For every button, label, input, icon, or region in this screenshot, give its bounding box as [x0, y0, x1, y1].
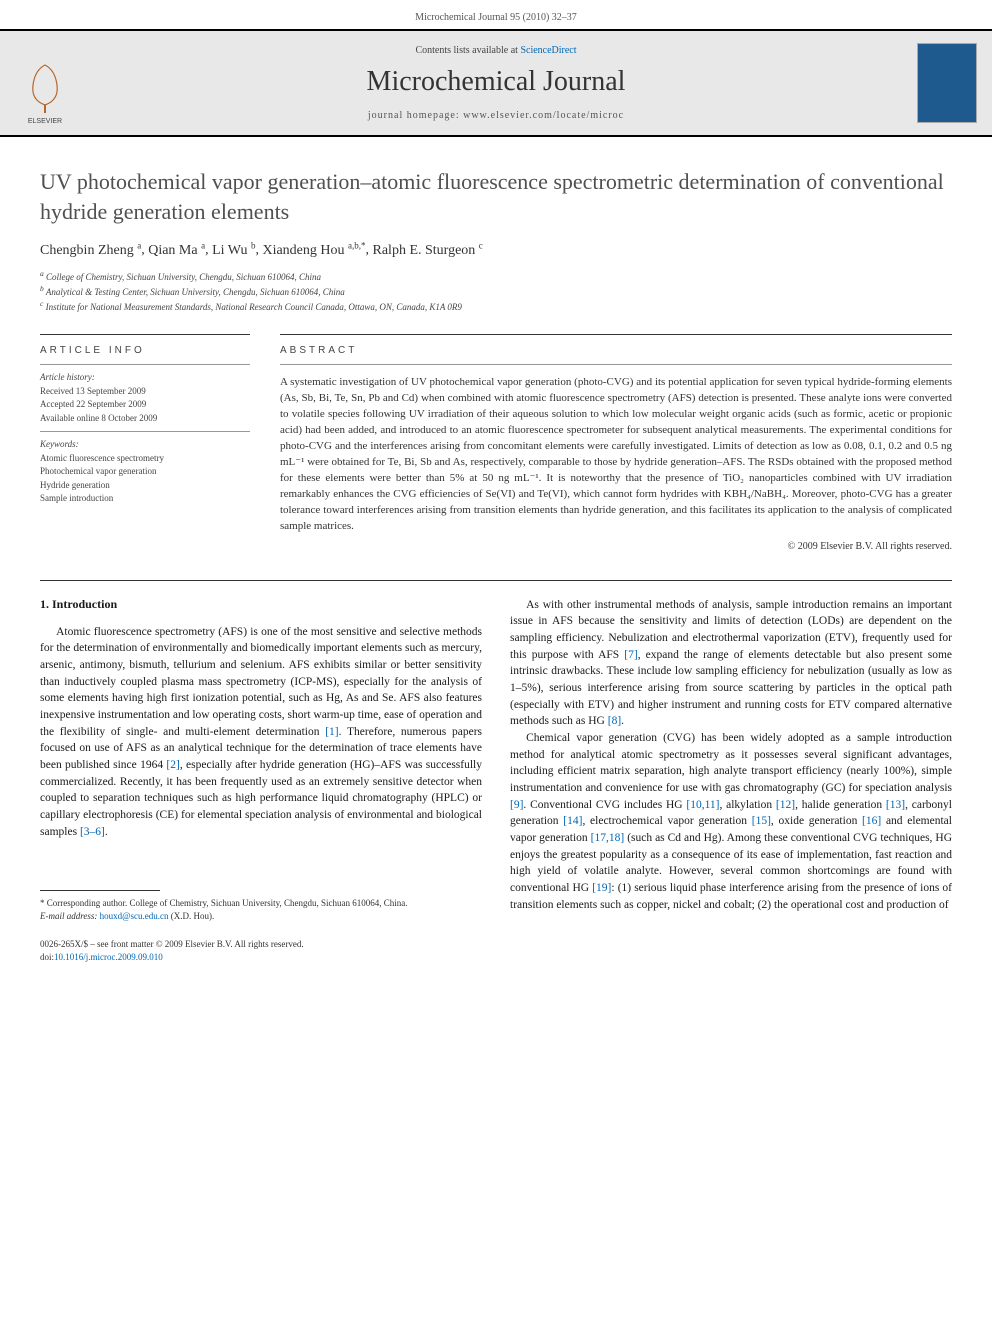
body-paragraph: As with other instrumental methods of an…	[510, 597, 952, 730]
cover-thumb-area	[902, 31, 992, 135]
footnote-separator	[40, 890, 160, 891]
journal-banner: ELSEVIER Contents lists available at Sci…	[0, 29, 992, 137]
affiliation: b Analytical & Testing Center, Sichuan U…	[40, 284, 952, 299]
homepage-prefix: journal homepage:	[368, 110, 463, 121]
info-abstract-row: ARTICLE INFO Article history: Received 1…	[0, 334, 992, 551]
email-link[interactable]: houxd@scu.edu.cn	[100, 911, 169, 921]
keyword: Hydride generation	[40, 479, 250, 493]
body-columns: 1. Introduction Atomic fluorescence spec…	[0, 597, 992, 923]
article-history-block: Article history: Received 13 September 2…	[40, 364, 250, 431]
email-footnote: E-mail address: houxd@scu.edu.cn (X.D. H…	[40, 910, 482, 923]
author: Qian Ma a	[148, 243, 205, 258]
article-title: UV photochemical vapor generation–atomic…	[0, 137, 992, 240]
contents-available-line: Contents lists available at ScienceDirec…	[100, 45, 892, 56]
keyword: Photochemical vapor generation	[40, 465, 250, 479]
contents-text: Contents lists available at	[415, 45, 520, 56]
affiliation: c Institute for National Measurement Sta…	[40, 299, 952, 314]
affiliations: a College of Chemistry, Sichuan Universi…	[0, 269, 992, 328]
left-column: 1. Introduction Atomic fluorescence spec…	[40, 597, 482, 923]
article-info-column: ARTICLE INFO Article history: Received 1…	[40, 334, 250, 551]
keywords-label: Keywords:	[40, 438, 250, 452]
keyword: Atomic fluorescence spectrometry	[40, 452, 250, 466]
author: Li Wu b	[212, 243, 255, 258]
publisher-logo-area: ELSEVIER	[0, 31, 90, 135]
email-who: (X.D. Hou).	[171, 911, 215, 921]
doi-link[interactable]: 10.1016/j.microc.2009.09.010	[54, 952, 163, 962]
received-date: Received 13 September 2009	[40, 385, 250, 399]
history-label: Article history:	[40, 371, 250, 385]
running-head: Microchemical Journal 95 (2010) 32–37	[0, 0, 992, 29]
keywords-block: Keywords: Atomic fluorescence spectromet…	[40, 431, 250, 512]
affiliation: a College of Chemistry, Sichuan Universi…	[40, 269, 952, 284]
doi-line: doi:10.1016/j.microc.2009.09.010	[40, 951, 952, 964]
intro-heading: 1. Introduction	[40, 597, 482, 612]
section-divider	[40, 580, 952, 581]
online-date: Available online 8 October 2009	[40, 412, 250, 426]
doi-prefix: doi:	[40, 952, 54, 962]
abstract-copyright: © 2009 Elsevier B.V. All rights reserved…	[280, 541, 952, 552]
authors-line: Chengbin Zheng a, Qian Ma a, Li Wu b, Xi…	[0, 240, 992, 269]
sciencedirect-link[interactable]: ScienceDirect	[520, 45, 576, 56]
abstract-column: ABSTRACT A systematic investigation of U…	[280, 334, 952, 551]
accepted-date: Accepted 22 September 2009	[40, 398, 250, 412]
email-label: E-mail address:	[40, 911, 97, 921]
author: Ralph E. Sturgeon c	[373, 243, 483, 258]
body-paragraph: Chemical vapor generation (CVG) has been…	[510, 730, 952, 913]
svg-text:ELSEVIER: ELSEVIER	[28, 118, 62, 125]
homepage-url[interactable]: www.elsevier.com/locate/microc	[463, 110, 624, 121]
body-paragraph: Atomic fluorescence spectrometry (AFS) i…	[40, 624, 482, 841]
journal-cover-icon	[917, 43, 977, 123]
abstract-heading: ABSTRACT	[280, 334, 952, 364]
elsevier-tree-icon: ELSEVIER	[15, 55, 75, 125]
journal-homepage-line: journal homepage: www.elsevier.com/locat…	[100, 110, 892, 121]
author: Xiandeng Hou a,b,*	[262, 243, 365, 258]
keyword: Sample introduction	[40, 492, 250, 506]
page-footer: 0026-265X/$ – see front matter © 2009 El…	[0, 922, 992, 993]
journal-name: Microchemical Journal	[100, 66, 892, 98]
right-column: As with other instrumental methods of an…	[510, 597, 952, 923]
issn-line: 0026-265X/$ – see front matter © 2009 El…	[40, 938, 952, 951]
author: Chengbin Zheng a	[40, 243, 141, 258]
abstract-text: A systematic investigation of UV photoch…	[280, 364, 952, 534]
banner-center: Contents lists available at ScienceDirec…	[90, 31, 902, 135]
corresponding-author-footnote: * Corresponding author. College of Chemi…	[40, 897, 482, 910]
article-info-heading: ARTICLE INFO	[40, 334, 250, 364]
